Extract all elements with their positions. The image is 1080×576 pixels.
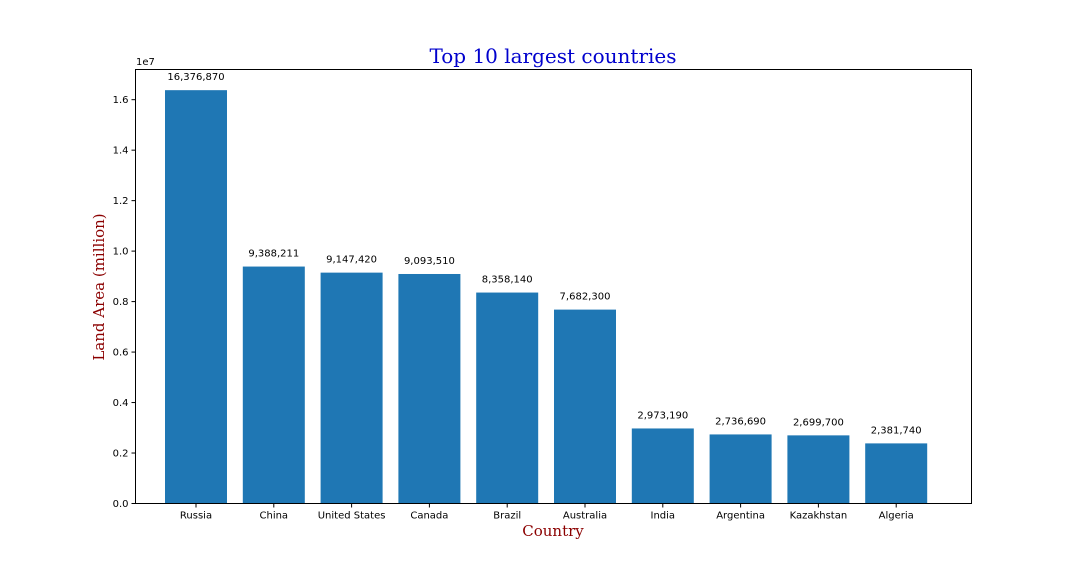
data-labels-group: 16,376,870 9,388,211 9,147,420 9,093,510 8,3… — [167, 72, 921, 436]
bar-brazil — [476, 292, 539, 504]
x-tick-label: India — [651, 511, 676, 522]
y-tick-label: 1.2 — [113, 196, 129, 207]
x-tick-label: Argentina — [716, 511, 765, 522]
bar-algeria — [865, 443, 928, 504]
bar-australia — [554, 309, 616, 504]
x-tick-label: Canada — [410, 511, 448, 522]
bar-united-states — [320, 272, 383, 504]
data-label: 2,973,190 — [637, 410, 688, 421]
y-axis-title: Land Area (million) — [90, 213, 108, 360]
y-tick-label: 0.8 — [113, 297, 129, 308]
bar-argentina — [709, 434, 772, 504]
data-label: 16,376,870 — [167, 72, 224, 83]
bar-canada — [398, 273, 461, 504]
bars-group — [165, 90, 928, 504]
data-label: 9,093,510 — [404, 256, 455, 267]
x-tick-label: Kazakhstan — [790, 511, 848, 522]
chart-title: Top 10 largest countries — [429, 44, 676, 68]
data-label: 8,358,140 — [482, 275, 533, 286]
y-tick-label: 0.4 — [113, 398, 129, 409]
x-tick-label: Australia — [563, 511, 607, 522]
x-tick-label: United States — [318, 511, 386, 522]
bar-india — [631, 428, 694, 504]
y-tick-label: 0.0 — [113, 499, 129, 510]
y-axis-offset-label: 1e7 — [136, 57, 155, 68]
x-axis-title: Country — [522, 522, 584, 540]
y-tick-label: 1.4 — [113, 146, 129, 157]
bar-china — [242, 266, 305, 504]
data-label: 9,147,420 — [326, 255, 377, 266]
y-tick-label: 0.2 — [113, 449, 129, 460]
plot-frame — [135, 69, 972, 504]
data-label: 2,736,690 — [715, 416, 766, 427]
x-tick-label: China — [260, 511, 289, 522]
x-tick-label: Russia — [180, 511, 212, 522]
bar-russia — [165, 90, 227, 504]
data-label: 2,699,700 — [793, 417, 844, 428]
y-tick-label: 0.6 — [113, 348, 129, 359]
bar-kazakhstan — [787, 435, 850, 504]
x-tick-label: Algeria — [879, 511, 914, 522]
data-label: 2,381,740 — [871, 425, 922, 436]
y-tick-label: 1.0 — [113, 247, 129, 258]
ticks-group: Russia China United States Canada Brazil Aust… — [113, 95, 914, 521]
data-label: 7,682,300 — [560, 292, 611, 303]
x-tick-label: Brazil — [493, 511, 521, 522]
data-label: 9,388,211 — [248, 249, 299, 260]
y-tick-label: 1.6 — [113, 95, 129, 106]
